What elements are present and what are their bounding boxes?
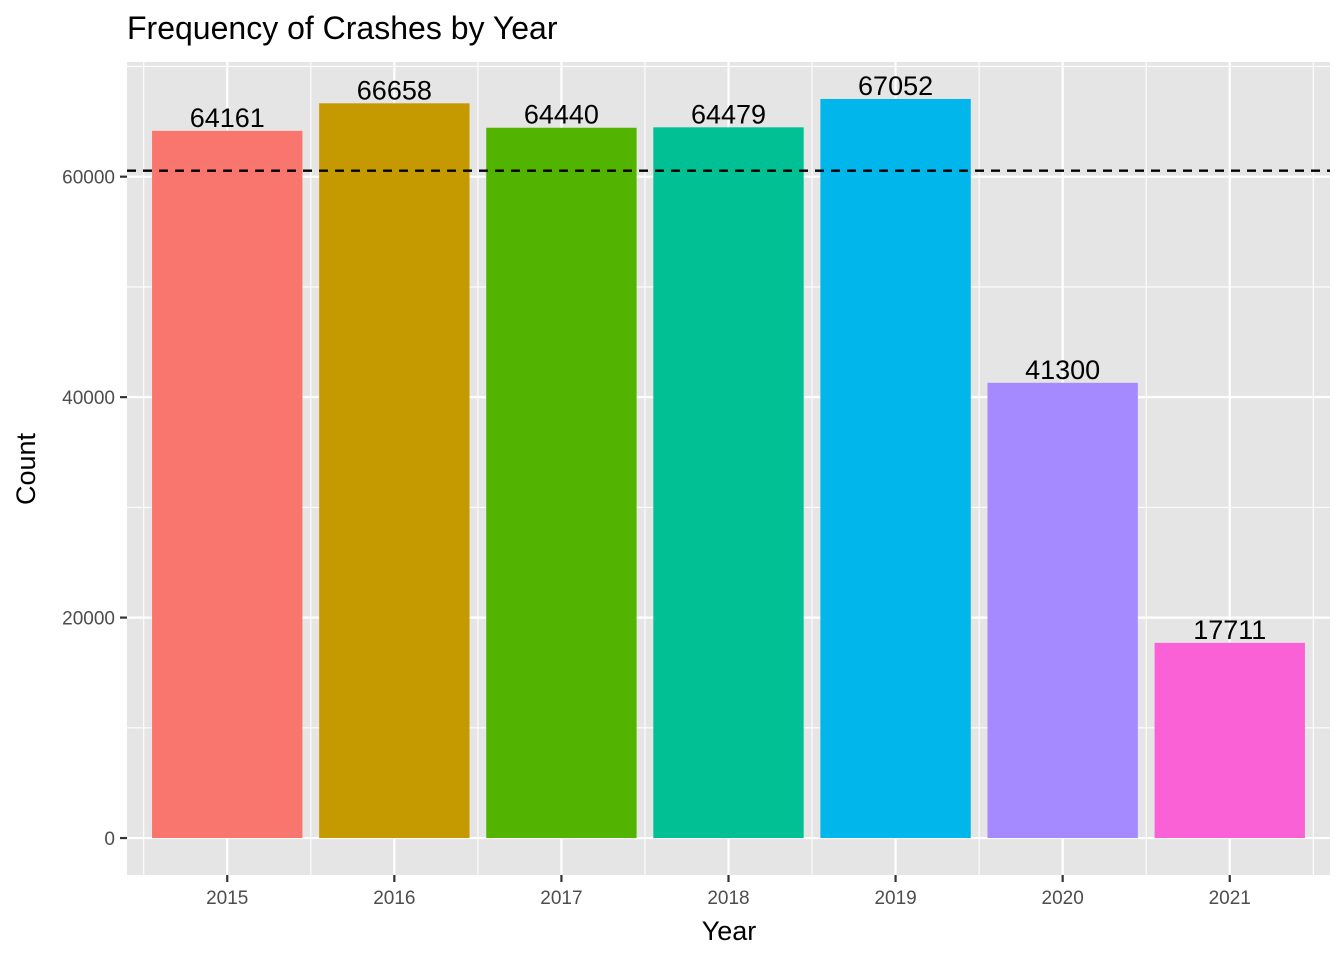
x-axis: 2015 2016 2017 2018 2019 2020 2021 [206, 875, 1251, 909]
bar-2016 [319, 103, 470, 839]
data-label-2021: 17711 [1193, 615, 1266, 645]
x-tick-label: 2018 [707, 888, 749, 909]
bar-2019 [820, 98, 971, 839]
y-axis: 0 20000 40000 60000 [62, 168, 127, 850]
data-label-2019: 67052 [858, 71, 933, 101]
bars [152, 98, 1305, 839]
bar-2015 [152, 130, 303, 839]
x-tick-label: 2021 [1209, 888, 1251, 909]
bar-2017 [486, 127, 637, 839]
x-tick-label: 2017 [540, 888, 582, 909]
y-tick-label: 0 [104, 829, 115, 850]
x-tick-label: 2015 [206, 888, 248, 909]
y-tick-label: 60000 [62, 168, 115, 189]
bar-2021 [1154, 642, 1305, 839]
x-tick-label: 2020 [1042, 888, 1084, 909]
bar-2020 [987, 382, 1138, 839]
data-labels: 64161 66658 64440 64479 67052 41300 17711 [190, 71, 1267, 645]
x-axis-title: Year [702, 916, 757, 946]
y-tick-label: 20000 [62, 609, 115, 630]
bar-2018 [653, 127, 804, 839]
data-label-2017: 64440 [524, 100, 599, 130]
x-tick-label: 2019 [874, 888, 916, 909]
data-label-2018: 64479 [691, 99, 766, 129]
y-axis-title: Count [11, 432, 41, 505]
data-label-2015: 64161 [190, 103, 265, 133]
x-tick-label: 2016 [373, 888, 415, 909]
chart-title: Frequency of Crashes by Year [127, 10, 558, 46]
y-tick-label: 40000 [62, 388, 115, 409]
data-label-2016: 66658 [357, 75, 432, 105]
data-label-2020: 41300 [1025, 355, 1100, 385]
